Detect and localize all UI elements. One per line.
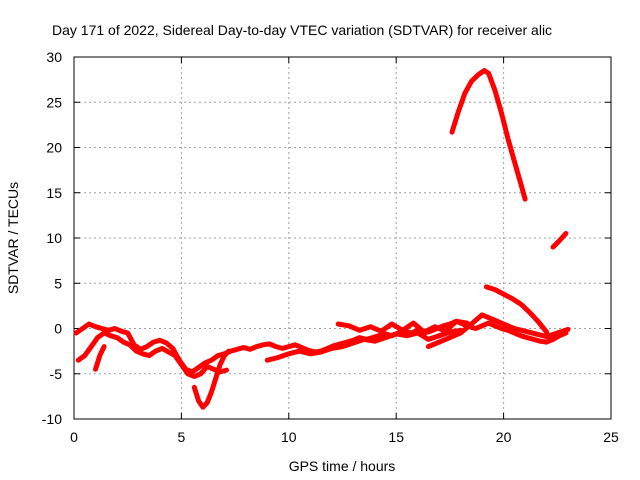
y-tick-label: -10 — [42, 411, 62, 427]
series-line-6 — [335, 318, 470, 335]
y-tick-label: 20 — [46, 140, 62, 156]
series-line-3 — [191, 348, 232, 410]
x-tick-label: 5 — [178, 429, 186, 445]
x-axis-label: GPS time / hours — [289, 458, 396, 474]
axis-ticks: 0 5 10 15 20 25 -10 -5 0 5 10 15 20 25 30 — [42, 49, 619, 445]
y-axis-label: SDTVAR / TECUs — [5, 182, 21, 294]
chart-title: Day 171 of 2022, Sidereal Day-to-day VTE… — [52, 22, 552, 38]
x-tick-label: 15 — [388, 429, 404, 445]
series-line-5 — [264, 327, 464, 363]
y-tick-label: 0 — [54, 321, 62, 337]
grid — [74, 57, 611, 419]
x-tick-label: 0 — [70, 429, 78, 445]
y-tick-label: -5 — [50, 366, 63, 382]
y-tick-label: 5 — [54, 275, 62, 291]
y-tick-label: 15 — [46, 185, 62, 201]
series-line-2 — [75, 330, 229, 379]
y-tick-label: 25 — [46, 94, 62, 110]
series-line-9 — [550, 231, 569, 250]
y-tick-label: 10 — [46, 230, 62, 246]
series-line-4 — [93, 344, 107, 372]
series-line-10 — [483, 284, 550, 335]
x-tick-label: 25 — [603, 429, 619, 445]
x-tick-label: 20 — [496, 429, 512, 445]
y-tick-label: 30 — [46, 49, 62, 65]
x-tick-label: 10 — [281, 429, 297, 445]
series-line-8 — [449, 68, 528, 202]
series-line-7 — [425, 312, 571, 350]
series-group — [73, 68, 571, 410]
